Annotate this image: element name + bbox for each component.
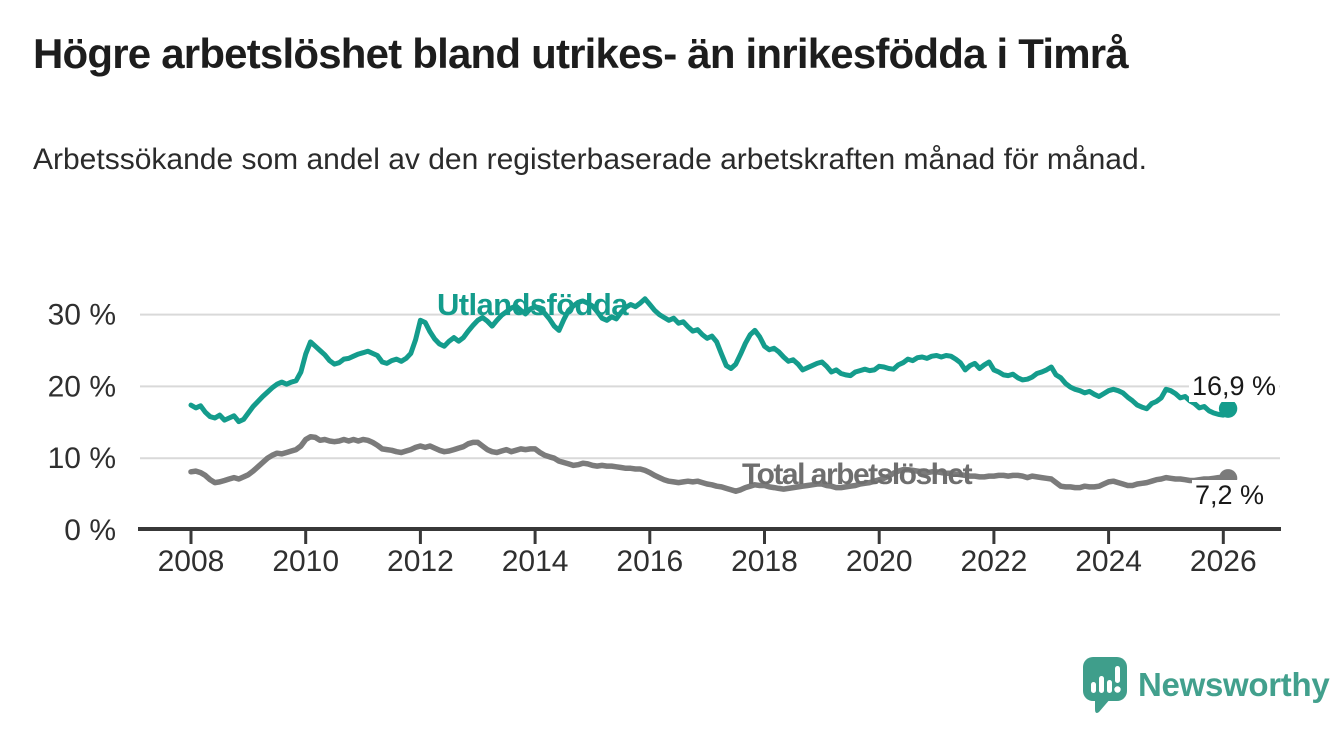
- x-axis: [138, 527, 1281, 544]
- end-value-label-total: 7,2 %: [1192, 480, 1268, 511]
- x-tick-label: 2016: [616, 545, 683, 578]
- end-value-label-utlandsfodda: 16,9 %: [1189, 371, 1280, 402]
- series-lines: [188, 296, 1238, 494]
- y-tick-label: 0 %: [64, 514, 116, 547]
- x-tick-label: 2018: [731, 545, 798, 578]
- series-end-dot-0: [1218, 399, 1238, 418]
- series-line-0: [188, 296, 1231, 425]
- series-label-utlandsfodda: Utlandsfödda: [437, 287, 628, 322]
- gridlines: [140, 313, 1280, 460]
- x-tick-label: 2012: [387, 545, 454, 578]
- newsworthy-logo: Newsworthy: [1082, 656, 1330, 714]
- y-tick-label: 10 %: [48, 442, 116, 475]
- page-subtitle: Arbetssökande som andel av den registerb…: [33, 143, 1147, 176]
- y-tick-label: 20 %: [48, 370, 116, 403]
- x-tick-label: 2020: [846, 545, 913, 578]
- x-tick-label: 2014: [502, 545, 569, 578]
- newsworthy-logo-text: Newsworthy: [1138, 666, 1330, 703]
- x-tick-label: 2010: [272, 545, 339, 578]
- series-line-1: [188, 433, 1231, 494]
- axis-tick-labels: 0 % 10 % 20 % 30 % 2008 2010 2012 2014 2016 2018 2…: [48, 299, 1257, 578]
- newsworthy-logo-icon: [1083, 657, 1127, 713]
- x-tick-label: 2022: [961, 545, 1028, 578]
- x-tick-label: 2024: [1075, 545, 1142, 578]
- x-tick-label: 2026: [1190, 545, 1257, 578]
- series-label-total-arbetsloshet: Total arbetslöshet: [742, 458, 973, 491]
- page-title: Högre arbetslöshet bland utrikes- än inr…: [33, 30, 1129, 77]
- y-tick-label: 30 %: [48, 299, 116, 332]
- x-tick-label: 2008: [158, 545, 225, 578]
